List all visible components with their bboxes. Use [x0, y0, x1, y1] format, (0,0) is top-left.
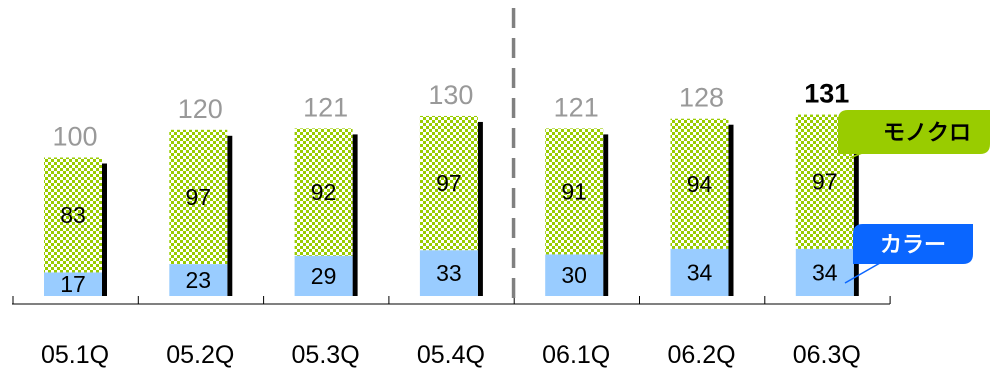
data-label-color: 33	[436, 260, 462, 286]
total-label: 128	[679, 83, 724, 113]
bar-shadow	[227, 136, 232, 296]
total-label: 131	[804, 79, 849, 109]
data-label-mono: 91	[561, 178, 587, 204]
data-label-color: 23	[186, 267, 212, 293]
bar-shadow	[353, 134, 358, 296]
legend-label-color: カラー	[880, 232, 946, 257]
legend-label-mono: モノクロ	[883, 120, 971, 145]
bar-shadow	[478, 122, 483, 296]
bar-shadow	[603, 134, 608, 296]
legend-layer: モノクロ カラー	[838, 110, 990, 283]
data-label-color: 34	[687, 259, 713, 285]
category-label: 05.3Q	[292, 341, 360, 369]
data-label-color: 17	[60, 271, 86, 297]
data-label-color: 34	[812, 259, 838, 285]
total-label: 121	[554, 92, 599, 122]
category-label: 06.1Q	[542, 341, 610, 369]
data-label-mono: 97	[186, 184, 212, 210]
category-label: 06.3Q	[793, 341, 861, 369]
total-label: 120	[178, 94, 223, 124]
data-label-mono: 94	[687, 171, 713, 197]
total-label: 130	[428, 80, 473, 110]
legend-callout-color: カラー	[845, 224, 973, 283]
total-label: 100	[52, 122, 97, 152]
legend-callout-mono: モノクロ	[838, 110, 990, 158]
data-label-color: 29	[311, 263, 337, 289]
data-label-mono: 97	[436, 170, 462, 196]
category-label: 05.4Q	[417, 341, 485, 369]
bar-shadow	[729, 125, 734, 296]
bars-layer: 83 17 100 97 23 120 92 29 121 97 33 130 91 30 121 94 34 1…	[44, 79, 859, 298]
bar-shadow	[102, 164, 107, 297]
data-label-mono: 92	[311, 179, 337, 205]
data-label-mono: 97	[812, 169, 838, 195]
category-label: 05.1Q	[41, 341, 109, 369]
total-label: 121	[303, 92, 348, 122]
category-label: 06.2Q	[667, 341, 735, 369]
data-label-mono: 83	[60, 202, 86, 228]
category-label: 05.2Q	[166, 341, 234, 369]
data-label-color: 30	[561, 262, 587, 288]
